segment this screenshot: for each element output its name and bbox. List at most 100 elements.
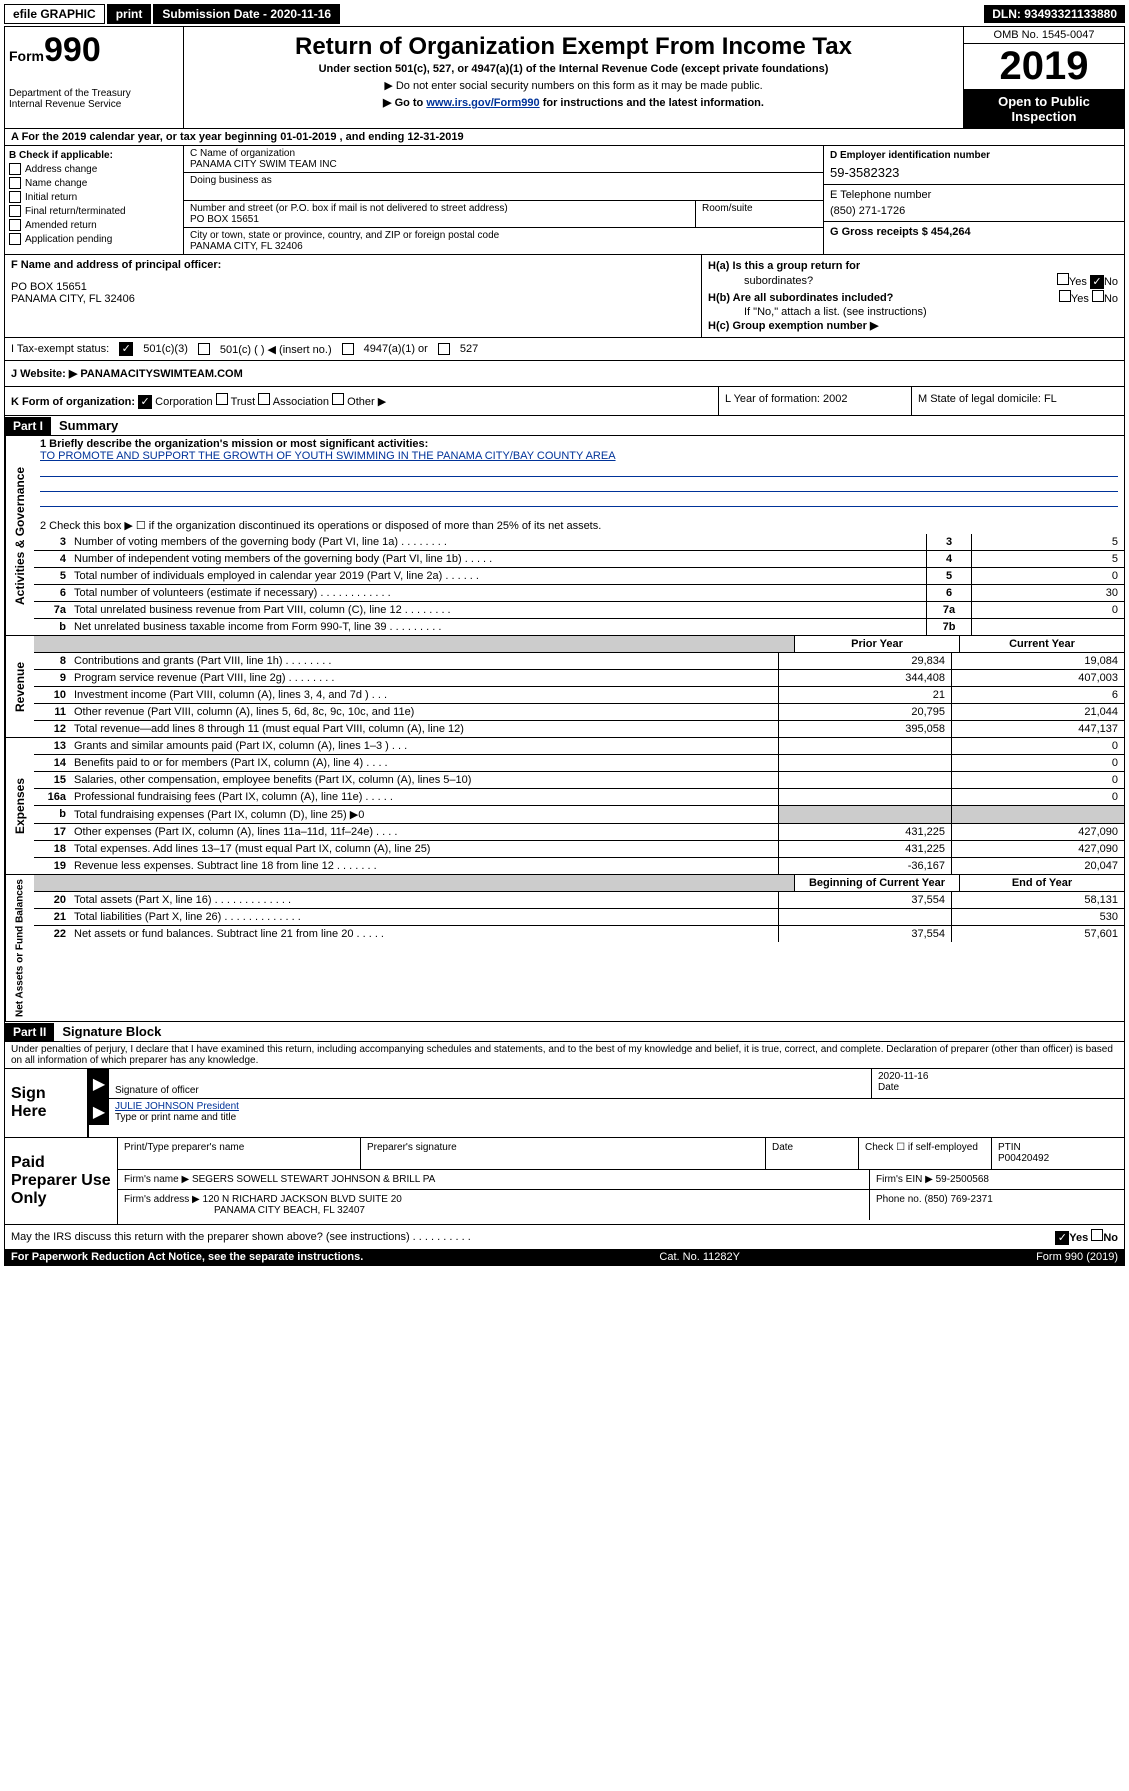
cb-corp[interactable]: ✓	[138, 395, 152, 409]
form-prefix: Form	[9, 48, 44, 64]
print-button[interactable]: print	[107, 4, 152, 24]
summary-line: 16aProfessional fundraising fees (Part I…	[34, 789, 1124, 806]
col-f-officer: F Name and address of principal officer:…	[5, 255, 702, 337]
sign-here-label: Sign Here	[5, 1069, 89, 1137]
perjury-text: Under penalties of perjury, I declare th…	[5, 1042, 1124, 1069]
submission-date: Submission Date - 2020-11-16	[153, 4, 340, 24]
part1-title: Summary	[51, 416, 126, 435]
cb-assoc[interactable]	[258, 393, 270, 405]
top-bar: efile GRAPHIC print Submission Date - 20…	[4, 4, 1125, 24]
cb-name[interactable]	[9, 177, 21, 189]
header-mid: Return of Organization Exempt From Incom…	[184, 27, 963, 128]
cb-pending[interactable]	[9, 233, 21, 245]
cb-discuss-no[interactable]	[1091, 1229, 1103, 1241]
c-addr-label: Number and street (or P.O. box if mail i…	[190, 203, 689, 214]
part1-header-row: Part I Summary	[5, 416, 1124, 436]
form-note2: ▶ Go to www.irs.gov/Form990 for instruct…	[188, 96, 959, 109]
summary-line: bNet unrelated business taxable income f…	[34, 619, 1124, 635]
net-prior-header: Beginning of Current Year	[794, 875, 959, 891]
summary-gov: Activities & Governance 1 Briefly descri…	[5, 436, 1124, 636]
form-header: Form990 Department of the Treasury Inter…	[5, 27, 1124, 129]
f-addr2: PANAMA CITY, FL 32406	[11, 293, 695, 305]
summary-line: 5Total number of individuals employed in…	[34, 568, 1124, 585]
summary-line: 8Contributions and grants (Part VIII, li…	[34, 653, 1124, 670]
cb-address[interactable]	[9, 163, 21, 175]
summary-line: 19Revenue less expenses. Subtract line 1…	[34, 858, 1124, 874]
efile-label: efile GRAPHIC	[4, 4, 105, 24]
cb-501c3[interactable]: ✓	[119, 342, 133, 356]
col-d-ein: D Employer identification number 59-3582…	[823, 146, 1124, 254]
part2-header-row: Part II Signature Block	[5, 1022, 1124, 1042]
form-number: 990	[44, 31, 101, 69]
summary-line: 17Other expenses (Part IX, column (A), l…	[34, 824, 1124, 841]
footer-right: Form 990 (2019)	[1036, 1251, 1118, 1263]
m-state: M State of legal domicile: FL	[911, 387, 1124, 415]
summary-line: 7aTotal unrelated business revenue from …	[34, 602, 1124, 619]
summary-line: 14Benefits paid to or for members (Part …	[34, 755, 1124, 772]
form-container: Form990 Department of the Treasury Inter…	[4, 26, 1125, 1266]
side-net: Net Assets or Fund Balances	[5, 875, 34, 1021]
arrow-icon: ▶	[89, 1099, 109, 1125]
summary-line: 20Total assets (Part X, line 16) . . . .…	[34, 892, 1124, 909]
irs-link[interactable]: www.irs.gov/Form990	[426, 97, 539, 109]
row-i-status: I Tax-exempt status: ✓501(c)(3) 501(c) (…	[5, 338, 1124, 361]
ptin-value: P00420492	[998, 1153, 1118, 1164]
summary-line: 21Total liabilities (Part X, line 26) . …	[34, 909, 1124, 926]
col-h-group: H(a) Is this a group return for subordin…	[702, 255, 1124, 337]
summary-rev: Revenue Prior Year Current Year 8Contrib…	[5, 636, 1124, 738]
part1-header: Part I	[5, 417, 51, 435]
cb-initial[interactable]	[9, 191, 21, 203]
cb-4947[interactable]	[342, 343, 354, 355]
officer-name: JULIE JOHNSON President	[115, 1101, 1118, 1112]
c-city: PANAMA CITY, FL 32406	[190, 241, 817, 252]
summary-line: 3Number of voting members of the governi…	[34, 534, 1124, 551]
dept-irs: Internal Revenue Service	[9, 99, 179, 110]
cb-ha-no[interactable]: ✓	[1090, 275, 1104, 289]
g-receipts: G Gross receipts $ 454,264	[830, 226, 1118, 238]
line1-label: 1 Briefly describe the organization's mi…	[40, 438, 1118, 450]
part2-title: Signature Block	[54, 1022, 169, 1041]
open-public: Open to Public Inspection	[964, 90, 1124, 128]
col-c-org: C Name of organization PANAMA CITY SWIM …	[184, 146, 823, 254]
sign-here-block: Sign Here ▶ Signature of officer 2020-11…	[5, 1069, 1124, 1138]
paid-preparer-block: Paid Preparer Use Only Print/Type prepar…	[5, 1138, 1124, 1225]
cb-527[interactable]	[438, 343, 450, 355]
summary-exp: Expenses 13Grants and similar amounts pa…	[5, 738, 1124, 875]
omb-number: OMB No. 1545-0047	[964, 27, 1124, 44]
header-right: OMB No. 1545-0047 2019 Open to Public In…	[963, 27, 1124, 128]
cb-trust[interactable]	[216, 393, 228, 405]
arrow-icon: ▶	[89, 1069, 109, 1098]
row-j-website: J Website: ▶ PANAMACITYSWIMTEAM.COM	[5, 361, 1124, 387]
f-label: F Name and address of principal officer:	[11, 259, 695, 271]
summary-line: 6Total number of volunteers (estimate if…	[34, 585, 1124, 602]
c-name-label: C Name of organization	[190, 148, 817, 159]
cb-501c[interactable]	[198, 343, 210, 355]
side-rev: Revenue	[5, 636, 34, 737]
cb-hb-yes[interactable]	[1059, 290, 1071, 302]
cb-amended[interactable]	[9, 219, 21, 231]
cb-discuss-yes[interactable]: ✓	[1055, 1231, 1069, 1245]
form-title: Return of Organization Exempt From Incom…	[188, 33, 959, 61]
c-name: PANAMA CITY SWIM TEAM INC	[190, 159, 817, 170]
summary-line: 4Number of independent voting members of…	[34, 551, 1124, 568]
part2-header: Part II	[5, 1023, 54, 1041]
sig-date-label: Date	[878, 1082, 1118, 1093]
dept-treasury: Department of the Treasury	[9, 88, 179, 99]
form-subtitle: Under section 501(c), 527, or 4947(a)(1)…	[188, 63, 959, 75]
cb-ha-yes[interactable]	[1057, 273, 1069, 285]
cb-other[interactable]	[332, 393, 344, 405]
summary-line: bTotal fundraising expenses (Part IX, co…	[34, 806, 1124, 824]
sig-date-val: 2020-11-16	[878, 1071, 1118, 1082]
cb-final[interactable]	[9, 205, 21, 217]
footer-left: For Paperwork Reduction Act Notice, see …	[11, 1251, 363, 1263]
curr-year-header: Current Year	[959, 636, 1124, 652]
discuss-row: May the IRS discuss this return with the…	[5, 1225, 1124, 1249]
line1-mission: TO PROMOTE AND SUPPORT THE GROWTH OF YOU…	[40, 450, 1118, 462]
tax-year: 2019	[964, 44, 1124, 90]
summary-line: 9Program service revenue (Part VIII, lin…	[34, 670, 1124, 687]
footer: For Paperwork Reduction Act Notice, see …	[5, 1249, 1124, 1265]
cb-hb-no[interactable]	[1092, 290, 1104, 302]
name-label: Type or print name and title	[115, 1112, 1118, 1123]
e-phone: (850) 271-1726	[830, 205, 1118, 217]
side-gov: Activities & Governance	[5, 436, 34, 635]
